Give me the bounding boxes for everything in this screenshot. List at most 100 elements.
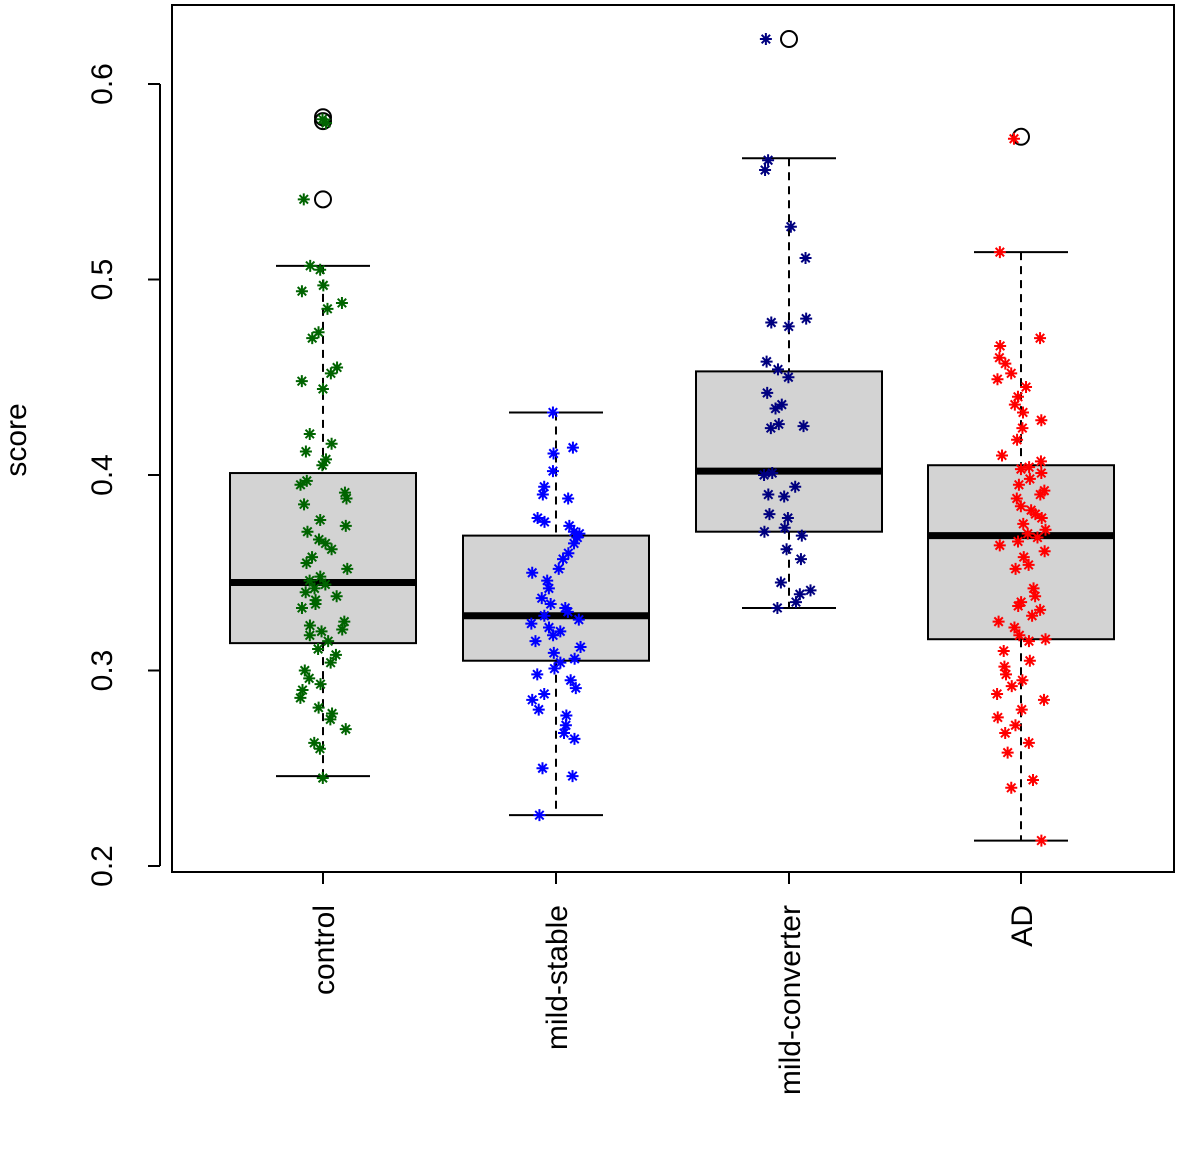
- data-point: [794, 553, 807, 566]
- data-point: [303, 629, 316, 642]
- data-point: [316, 459, 329, 472]
- data-point: [762, 488, 775, 501]
- data-point: [559, 719, 572, 732]
- data-point: [804, 584, 817, 597]
- data-point: [542, 621, 555, 634]
- outlier-point: [780, 30, 798, 49]
- data-point: [781, 512, 794, 525]
- data-point: [538, 687, 551, 700]
- data-point: [991, 373, 1004, 386]
- data-point: [1016, 422, 1029, 435]
- data-point: [1011, 433, 1024, 446]
- data-point: [536, 762, 549, 775]
- data-point: [299, 586, 312, 599]
- data-point: [297, 193, 310, 206]
- data-point: [529, 635, 542, 648]
- data-point: [317, 279, 330, 292]
- data-point: [1026, 609, 1039, 622]
- data-point: [547, 447, 560, 460]
- data-point: [319, 578, 332, 591]
- y-tick-label: 0.4: [86, 454, 119, 496]
- data-point: [532, 703, 545, 716]
- data-point: [1010, 492, 1023, 505]
- data-point: [1000, 668, 1013, 681]
- data-point: [993, 246, 1006, 259]
- data-point: [562, 547, 575, 560]
- data-point: [764, 422, 777, 435]
- data-point: [1038, 545, 1051, 558]
- data-point: [314, 678, 327, 691]
- data-point: [547, 646, 560, 659]
- data-point: [1022, 635, 1035, 648]
- data-point: [526, 693, 539, 706]
- data-point: [1009, 562, 1022, 575]
- data-point: [774, 576, 787, 589]
- data-point: [1017, 406, 1029, 419]
- data-point: [558, 727, 571, 740]
- x-tick-label: AD: [1006, 905, 1039, 947]
- data-point: [303, 672, 316, 685]
- data-point: [1022, 558, 1035, 571]
- data-point: [778, 490, 791, 503]
- data-point: [338, 615, 351, 628]
- data-point: [313, 742, 326, 755]
- box-group-AD: [927, 127, 1115, 847]
- data-point: [568, 732, 581, 745]
- data-point: [1039, 523, 1052, 536]
- box: [695, 370, 883, 533]
- data-point: [300, 474, 313, 487]
- data-point: [763, 508, 776, 521]
- data-point: [1034, 332, 1047, 345]
- data-point: [568, 537, 581, 550]
- x-tick-label: mild-stable: [541, 905, 574, 1050]
- data-point: [1034, 488, 1047, 501]
- data-point: [325, 437, 338, 450]
- data-point: [304, 259, 317, 272]
- box-group-mild-converter: [695, 30, 883, 614]
- data-point: [314, 263, 327, 276]
- data-point: [312, 642, 325, 655]
- outlier-point: [314, 112, 332, 131]
- outlier-point: [314, 190, 332, 209]
- data-point: [535, 592, 548, 605]
- data-point: [339, 519, 352, 532]
- data-point: [996, 449, 1009, 462]
- data-point: [526, 566, 539, 579]
- data-point: [299, 445, 312, 458]
- data-point: [325, 543, 338, 556]
- data-point: [336, 623, 349, 636]
- data-point: [1005, 781, 1018, 794]
- data-point: [319, 537, 332, 550]
- data-point: [1015, 703, 1028, 716]
- data-point: [1023, 654, 1036, 667]
- data-point: [303, 574, 316, 587]
- data-point: [295, 375, 308, 388]
- data-point: [298, 664, 311, 677]
- data-point: [315, 625, 328, 638]
- data-point: [312, 701, 325, 714]
- data-point: [567, 525, 580, 538]
- data-point: [1008, 621, 1021, 634]
- data-point: [1023, 461, 1036, 474]
- data-point: [561, 605, 574, 618]
- data-point: [316, 382, 329, 395]
- x-axis: control mild-stable mild-converter AD: [308, 871, 1039, 1095]
- data-point: [1017, 551, 1030, 564]
- data-point: [1034, 455, 1047, 468]
- data-point: [548, 662, 561, 675]
- box: [229, 472, 417, 645]
- data-point: [531, 512, 544, 525]
- data-point: [1034, 603, 1047, 616]
- data-point: [306, 551, 319, 564]
- box: [462, 534, 650, 662]
- data-point: [1005, 680, 1018, 693]
- data-point: [1007, 132, 1020, 145]
- data-point: [557, 553, 570, 566]
- data-point: [560, 709, 573, 722]
- box: [927, 464, 1115, 641]
- data-point: [1021, 527, 1034, 540]
- data-point: [797, 420, 810, 433]
- data-point: [1005, 367, 1018, 380]
- data-point: [992, 615, 1005, 628]
